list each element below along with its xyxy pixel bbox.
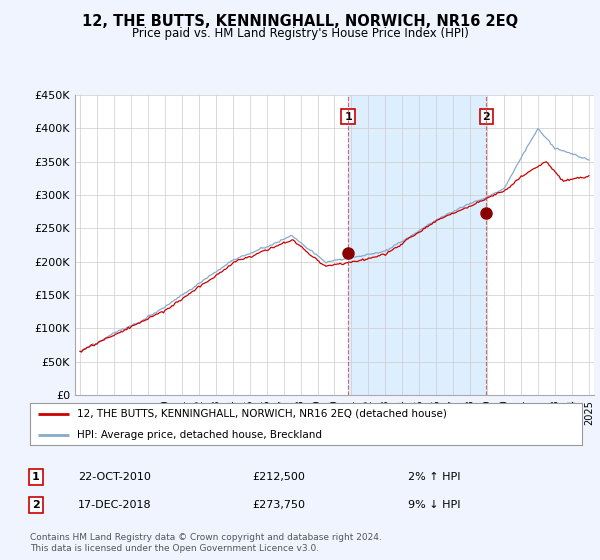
Text: HPI: Average price, detached house, Breckland: HPI: Average price, detached house, Brec… — [77, 430, 322, 440]
Text: 17-DEC-2018: 17-DEC-2018 — [78, 500, 152, 510]
Text: £212,500: £212,500 — [252, 472, 305, 482]
Text: 12, THE BUTTS, KENNINGHALL, NORWICH, NR16 2EQ: 12, THE BUTTS, KENNINGHALL, NORWICH, NR1… — [82, 14, 518, 29]
Text: £273,750: £273,750 — [252, 500, 305, 510]
Text: 12, THE BUTTS, KENNINGHALL, NORWICH, NR16 2EQ (detached house): 12, THE BUTTS, KENNINGHALL, NORWICH, NR1… — [77, 409, 447, 419]
Text: 2: 2 — [32, 500, 40, 510]
Text: 22-OCT-2010: 22-OCT-2010 — [78, 472, 151, 482]
Text: 1: 1 — [32, 472, 40, 482]
Text: 9% ↓ HPI: 9% ↓ HPI — [408, 500, 461, 510]
Bar — [348, 95, 487, 395]
Text: 1: 1 — [344, 111, 352, 122]
Text: 2% ↑ HPI: 2% ↑ HPI — [408, 472, 461, 482]
Text: Contains HM Land Registry data © Crown copyright and database right 2024.
This d: Contains HM Land Registry data © Crown c… — [30, 533, 382, 553]
Text: Price paid vs. HM Land Registry's House Price Index (HPI): Price paid vs. HM Land Registry's House … — [131, 27, 469, 40]
Text: 2: 2 — [482, 111, 490, 122]
